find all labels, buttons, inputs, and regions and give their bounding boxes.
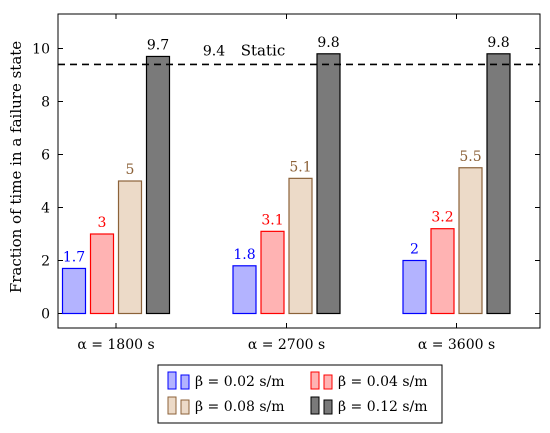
bar xyxy=(486,53,511,315)
legend-entry-label: β = 0.02 s/m xyxy=(195,374,285,390)
y-tick-label: 2 xyxy=(41,254,50,270)
bar xyxy=(458,167,483,315)
bar-value-label: 1.7 xyxy=(63,249,85,265)
legend-entry-label: β = 0.12 s/m xyxy=(338,399,428,415)
legend-swatch xyxy=(180,374,190,390)
bar-value-label: 3.2 xyxy=(431,210,453,226)
plot-frame xyxy=(57,13,541,329)
bar xyxy=(430,228,455,315)
bar xyxy=(232,265,257,315)
bar xyxy=(288,177,313,315)
legend-swatch xyxy=(310,371,320,390)
legend-swatch xyxy=(310,396,320,415)
bar xyxy=(260,230,285,315)
bar-value-label: 9.8 xyxy=(317,35,339,51)
y-tick-label: 4 xyxy=(41,201,50,217)
bar-value-label: 5.5 xyxy=(459,149,481,165)
y-tick-label: 10 xyxy=(32,42,50,58)
bar xyxy=(316,53,341,315)
bar-value-label: 9.8 xyxy=(487,35,509,51)
y-tick-label: 8 xyxy=(41,95,50,111)
bar xyxy=(145,55,171,315)
x-tick-label: α = 1800 s xyxy=(77,337,154,353)
legend-entry-label: β = 0.04 s/m xyxy=(338,374,428,390)
legend-entry-label: β = 0.08 s/m xyxy=(195,399,285,415)
y-axis-label: Fraction of time in a failure state xyxy=(7,41,25,293)
bar-value-label: 5.1 xyxy=(289,159,311,175)
x-tick-label: α = 2700 s xyxy=(248,337,325,353)
bar xyxy=(61,267,87,315)
bar xyxy=(402,259,427,315)
bar xyxy=(117,180,143,315)
y-tick-label: 6 xyxy=(41,148,50,164)
bar-value-label: 9.7 xyxy=(147,37,169,53)
bar-value-label: 1.8 xyxy=(233,247,255,263)
legend-swatch xyxy=(167,396,177,415)
legend-swatch xyxy=(167,371,177,390)
bar xyxy=(89,233,115,315)
legend-swatch xyxy=(180,399,190,415)
bar-value-label: 2 xyxy=(410,242,419,258)
legend-swatch xyxy=(323,399,333,415)
bar-value-label: 3 xyxy=(98,215,107,231)
reference-line-label: Static xyxy=(241,41,285,59)
reference-value-label: 9.4 xyxy=(203,43,225,59)
bar-value-label: 5 xyxy=(126,162,135,178)
x-tick-label: α = 3600 s xyxy=(418,337,495,353)
legend-swatch xyxy=(323,374,333,390)
bar-value-label: 3.1 xyxy=(261,212,283,228)
legend xyxy=(157,364,443,424)
y-tick-label: 0 xyxy=(41,307,50,323)
